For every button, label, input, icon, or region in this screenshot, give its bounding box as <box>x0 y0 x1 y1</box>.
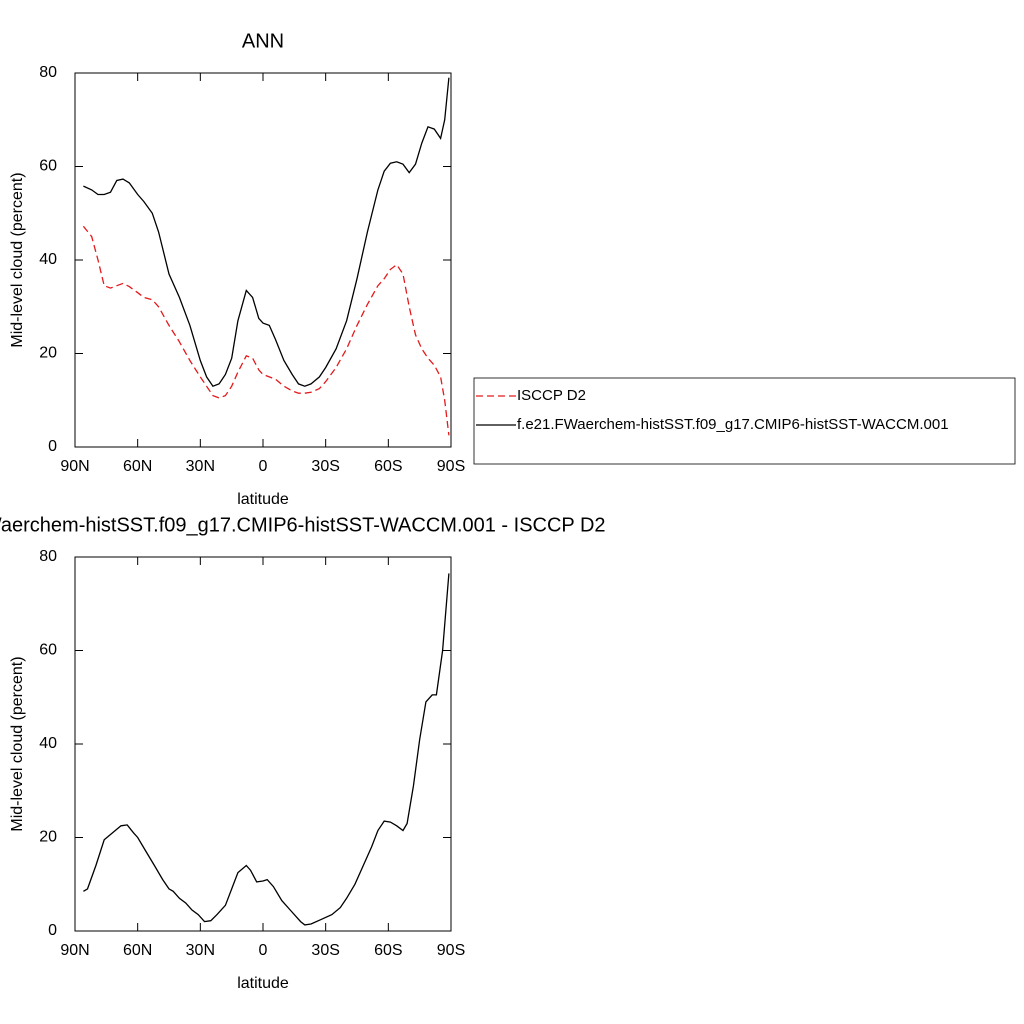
x-tick-label: 60N <box>123 458 152 475</box>
y-tick-label: 40 <box>39 735 57 752</box>
x-tick-label: 60S <box>374 942 402 959</box>
y-axis-label: Mid-level cloud (percent) <box>9 656 26 831</box>
y-tick-label: 80 <box>39 548 57 565</box>
y-tick-label: 60 <box>39 158 57 175</box>
data-line <box>82 225 450 436</box>
plot-frame <box>74 72 452 448</box>
y-tick-label: 0 <box>48 922 57 939</box>
legend-label: f.e21.FWaerchem-histSST.f09_g17.CMIP6-hi… <box>517 416 949 433</box>
x-tick-label: 30N <box>186 942 215 959</box>
x-tick-label: 30S <box>311 942 339 959</box>
y-tick-label: 20 <box>39 829 57 846</box>
x-tick-label: 30N <box>186 458 215 475</box>
y-tick-label: 20 <box>39 345 57 362</box>
y-tick-label: 0 <box>48 438 57 455</box>
x-tick-label: 60S <box>374 458 402 475</box>
x-tick-label: 30S <box>311 458 339 475</box>
y-tick-label: 40 <box>39 251 57 268</box>
chart-title: ANN <box>242 30 284 52</box>
y-tick-label: 80 <box>39 64 57 81</box>
plot-frame <box>74 556 452 932</box>
x-tick-label: 90N <box>60 458 89 475</box>
y-tick-label: 60 <box>39 642 57 659</box>
x-tick-label: 90S <box>437 458 465 475</box>
x-axis-label: latitude <box>237 491 289 508</box>
x-tick-label: 90N <box>60 942 89 959</box>
x-axis-label: latitude <box>237 975 289 992</box>
x-tick-label: 0 <box>259 458 268 475</box>
x-tick-label: 90S <box>437 942 465 959</box>
x-tick-label: 0 <box>259 942 268 959</box>
legend-label: ISCCP D2 <box>517 387 586 404</box>
data-line <box>83 77 450 387</box>
data-line <box>83 573 450 926</box>
x-tick-label: 60N <box>123 942 152 959</box>
legend-box <box>473 377 1016 465</box>
y-axis-label: Mid-level cloud (percent) <box>9 172 26 347</box>
chart-title: f.e21.FWaerchem-histSST.f09_g17.CMIP6-hi… <box>0 514 606 536</box>
